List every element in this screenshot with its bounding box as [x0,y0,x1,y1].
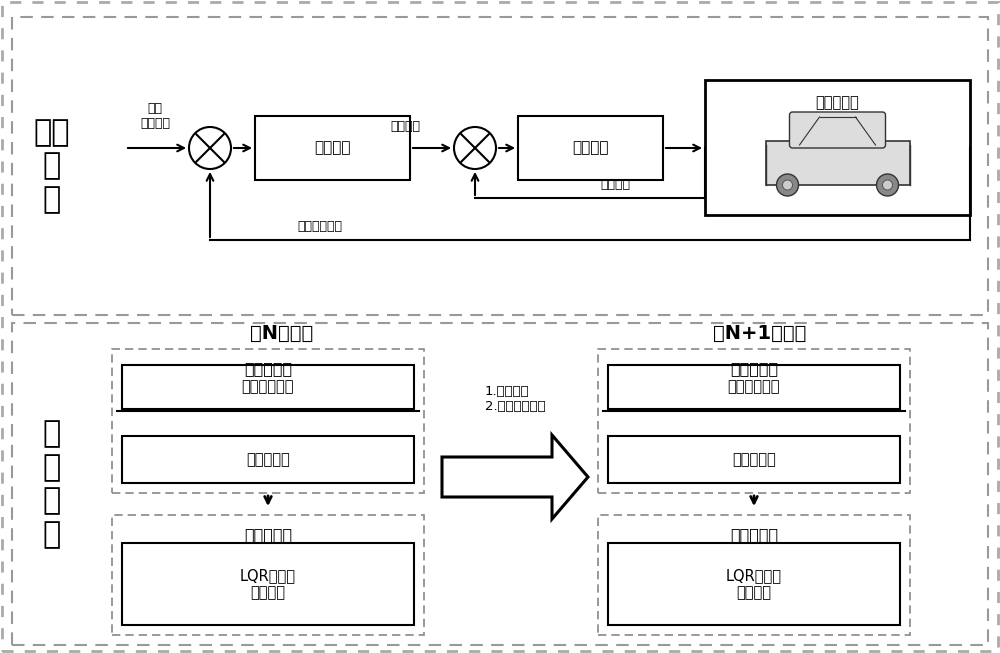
Bar [12,323,988,645]
Circle shape [776,174,798,196]
Bar [122,436,414,483]
Text: 时间尺度缩放: 时间尺度缩放 [728,379,780,394]
Text: 车速控制: 车速控制 [572,140,609,155]
Text: 模型线性化: 模型线性化 [730,362,778,377]
Text: 实际车速: 实际车速 [600,178,630,191]
Bar [112,515,424,635]
Text: 期望
行驶距离: 期望 行驶距离 [140,102,170,130]
FancyBboxPatch shape [790,112,886,148]
Text: 时间尺度缩放: 时间尺度缩放 [242,379,294,394]
Text: 纵向
控
制: 纵向 控 制 [34,118,70,214]
Text: 1.信息重置
2.辅助开环控制: 1.信息重置 2.辅助开环控制 [485,385,545,413]
Text: 车辆执行器: 车辆执行器 [816,95,859,110]
Bar [598,349,910,493]
Bar [255,116,410,180]
Bar [705,80,970,215]
Circle shape [876,174,898,196]
Bar [598,515,910,635]
Text: 第N+1段曲线: 第N+1段曲线 [713,323,807,343]
Bar [608,436,900,483]
Bar [12,17,988,315]
Text: 横
向
控
制: 横 向 控 制 [43,419,61,549]
Bar [608,365,900,409]
Text: LQR二次型
最优控制: LQR二次型 最优控制 [240,568,296,600]
Text: 线性控制器: 线性控制器 [730,528,778,543]
Text: 车速规划: 车速规划 [314,140,351,155]
Bar [766,141,910,185]
Text: 反馈线性化: 反馈线性化 [246,452,290,467]
Text: 线性控制器: 线性控制器 [244,528,292,543]
Text: 实际行驶距离: 实际行驶距离 [298,219,342,232]
Polygon shape [442,435,588,519]
Bar [518,116,663,180]
Bar [112,349,424,493]
Text: LQR二次型
最优控制: LQR二次型 最优控制 [726,568,782,600]
Text: 模型线性化: 模型线性化 [244,362,292,377]
Bar [122,543,414,625]
Text: 期望车速: 期望车速 [390,119,420,133]
Bar [122,365,414,409]
Text: 第N段曲线: 第N段曲线 [250,323,314,343]
Bar [608,543,900,625]
Circle shape [782,180,792,190]
Circle shape [883,180,893,190]
Text: 反馈线性化: 反馈线性化 [732,452,776,467]
